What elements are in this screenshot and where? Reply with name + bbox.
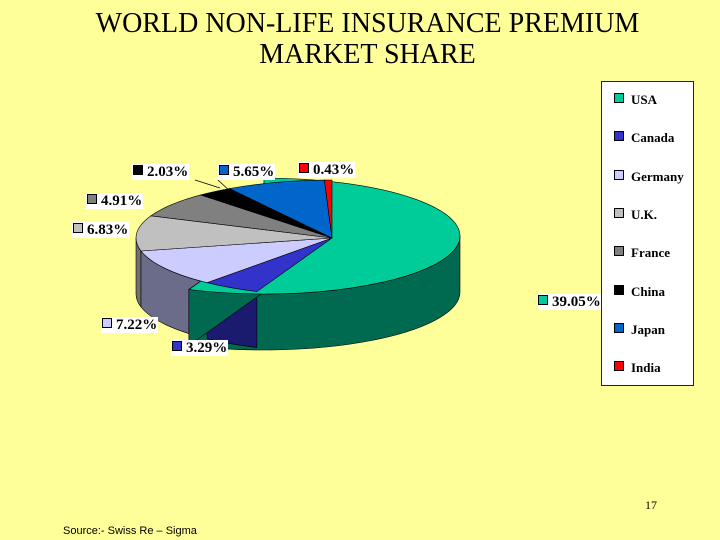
legend-swatch <box>614 322 624 333</box>
leader-line-1 <box>217 179 233 194</box>
legend-swatch <box>614 284 624 295</box>
legend-item-france: France <box>614 245 670 261</box>
data-label-text: 7.22% <box>116 317 158 333</box>
page-number: 17 <box>645 498 657 512</box>
chart-title: WORLD NON-LIFE INSURANCE PREMIUM MARKET … <box>0 8 720 70</box>
data-label-text: 5.65% <box>233 164 275 180</box>
data-label-usa: 39.05% <box>537 294 602 310</box>
legend-swatch <box>614 246 624 257</box>
data-label-swatch <box>299 163 309 173</box>
data-label-swatch <box>133 165 143 175</box>
legend-item-india: India <box>614 360 661 376</box>
pie-slice-uk <box>135 215 333 252</box>
data-label-text: 0.43% <box>313 162 355 178</box>
source-note: Source:- Swiss Re – Sigma <box>63 525 197 537</box>
leader-line-0 <box>194 179 221 189</box>
data-label-swatch <box>538 295 548 305</box>
legend-label: USA <box>631 92 658 107</box>
data-label-india: 0.43% <box>298 162 356 178</box>
data-label-china: 2.03% <box>132 164 190 180</box>
data-label-swatch <box>87 194 97 204</box>
data-label-text: 4.91% <box>101 193 143 209</box>
legend-item-germany: Germany <box>614 169 684 185</box>
legend-swatch <box>614 169 624 180</box>
data-label-japan: 5.65% <box>218 164 276 180</box>
data-label-swatch <box>172 341 182 351</box>
data-label-france: 4.91% <box>86 193 144 209</box>
legend-label: Japan <box>631 321 665 337</box>
pie-slice-germany <box>140 237 333 284</box>
legend-label: Germany <box>631 168 684 184</box>
legend-label: France <box>631 245 670 261</box>
legend-swatch <box>614 361 624 372</box>
title-line-2: MARKET SHARE <box>259 39 476 70</box>
data-label-uk: 6.83% <box>72 222 130 238</box>
data-label-germany: 7.22% <box>101 317 159 333</box>
legend-item-usa: USA <box>614 92 657 108</box>
data-label-swatch <box>102 318 112 328</box>
legend-label: U.K. <box>631 206 657 222</box>
data-label-text: 2.03% <box>147 164 189 180</box>
title-line-1: WORLD NON-LIFE INSURANCE PREMIUM <box>95 8 640 39</box>
data-label-text: 39.05% <box>552 294 601 310</box>
legend-item-china: China <box>614 284 665 300</box>
data-label-swatch <box>73 223 83 233</box>
pie-slice-india <box>324 179 333 239</box>
data-label-canada: 3.29% <box>171 340 229 356</box>
legend-swatch <box>614 93 624 103</box>
data-label-text: 6.83% <box>87 222 129 238</box>
legend-label: China <box>631 283 665 299</box>
pie-slice-japan <box>228 179 333 239</box>
legend-label: Canada <box>631 130 675 146</box>
legend-label: India <box>631 360 661 376</box>
data-label-swatch <box>219 165 229 175</box>
legend-swatch <box>614 207 624 218</box>
legend-item-japan: Japan <box>614 322 665 338</box>
legend: USA Canada Germany U.K. France China Japan Indi… <box>601 81 694 386</box>
legend-swatch <box>614 131 624 142</box>
data-label-text: 3.29% <box>186 340 228 356</box>
legend-item-uk: U.K. <box>614 207 657 223</box>
legend-item-canada: Canada <box>614 130 674 146</box>
